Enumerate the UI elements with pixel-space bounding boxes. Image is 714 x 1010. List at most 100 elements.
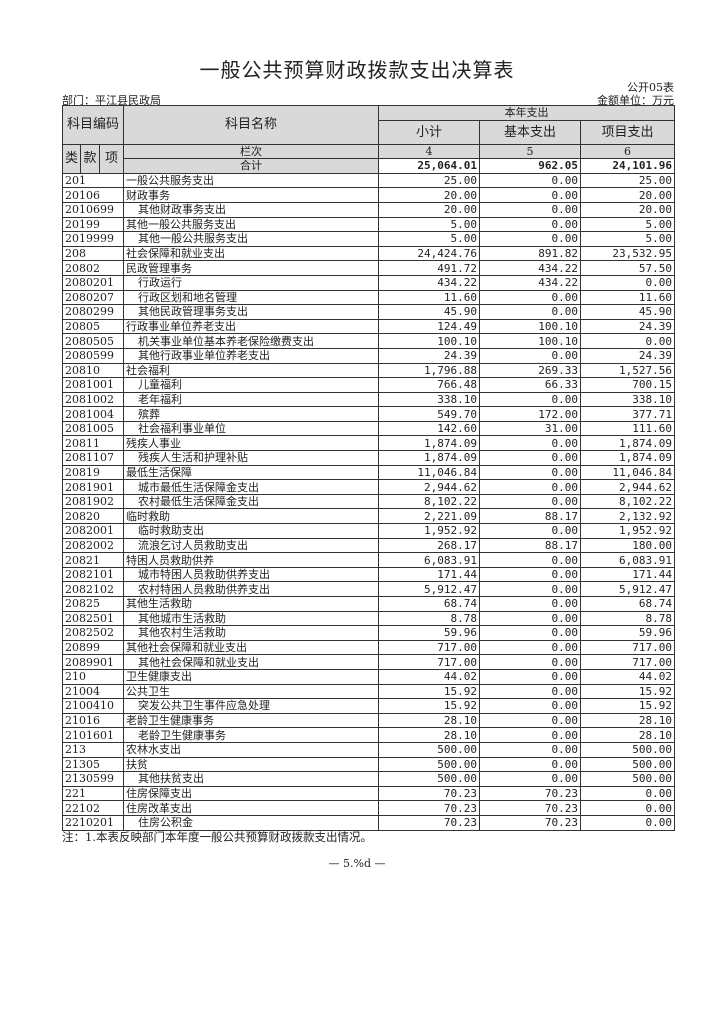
row-subtotal: 500.00 xyxy=(378,756,481,773)
row-subtotal: 717.00 xyxy=(378,639,481,656)
row-code: 2080599 xyxy=(61,347,125,364)
row-project: 171.44 xyxy=(580,566,676,583)
row-subtotal: 8,102.22 xyxy=(378,493,481,510)
row-name: 残疾人生活和护理补贴 xyxy=(123,450,380,466)
table-row: 20819 最低生活保障 11,046.84 0.00 11,046.84 xyxy=(61,464,676,481)
row-name: 社会保障和就业支出 xyxy=(123,245,380,262)
table-row: 208 社会保障和就业支出 24,424.76 891.82 23,532.95 xyxy=(61,245,676,262)
table-row: 2081902 农村最低生活保障金支出 8,102.22 0.00 8,102.22 xyxy=(61,493,676,510)
expenditure-table: 科目编码 科目名称 本年支出 小计 基本支出 项目支出 类 款 项 栏次 4 5… xyxy=(61,105,676,831)
row-subtotal: 11,046.84 xyxy=(378,464,481,481)
row-code: 20810 xyxy=(61,362,125,379)
row-code: 2081107 xyxy=(61,450,125,466)
row-basic: 0.00 xyxy=(479,639,582,656)
row-basic: 0.00 xyxy=(479,741,582,758)
row-basic: 0.00 xyxy=(479,698,582,714)
row-project: 0.00 xyxy=(580,800,676,816)
row-subtotal: 434.22 xyxy=(378,274,481,291)
row-code: 2081902 xyxy=(61,493,125,510)
row-name: 临时救助支出 xyxy=(123,523,380,539)
table-row: 221 住房保障支出 70.23 70.23 0.00 xyxy=(61,785,676,802)
row-subtotal: 20.00 xyxy=(378,187,481,203)
row-name: 一般公共服务支出 xyxy=(123,172,380,189)
row-basic: 100.10 xyxy=(479,318,582,335)
table-row: 2010699 其他财政事务支出 20.00 0.00 20.00 xyxy=(61,201,676,218)
row-name: 其他扶贫支出 xyxy=(123,771,380,787)
row-project: 111.60 xyxy=(580,420,676,437)
row-basic: 0.00 xyxy=(479,347,582,364)
row-project: 8,102.22 xyxy=(580,493,676,510)
row-project: 500.00 xyxy=(580,756,676,773)
row-project: 28.10 xyxy=(580,712,676,729)
row-code: 21004 xyxy=(61,683,125,700)
row-subtotal: 15.92 xyxy=(378,698,481,714)
row-code: 20811 xyxy=(61,435,125,452)
header-name: 科目名称 xyxy=(123,105,380,145)
table-row: 2080599 其他行政事业单位养老支出 24.39 0.00 24.39 xyxy=(61,347,676,364)
row-project: 11,046.84 xyxy=(580,464,676,481)
row-project: 1,527.56 xyxy=(580,362,676,379)
row-project: 1,874.09 xyxy=(580,450,676,466)
table-row: 20899 其他社会保障和就业支出 717.00 0.00 717.00 xyxy=(61,639,676,656)
row-name: 临时救助 xyxy=(123,508,380,525)
table-row: 2082502 其他农村生活救助 59.96 0.00 59.96 xyxy=(61,625,676,641)
row-project: 700.15 xyxy=(580,377,676,393)
table-row: 21016 老龄卫生健康事务 28.10 0.00 28.10 xyxy=(61,712,676,729)
row-code: 201 xyxy=(61,172,125,189)
row-code: 20819 xyxy=(61,464,125,481)
row-subtotal: 766.48 xyxy=(378,377,481,393)
table-row: 2081901 城市最低生活保障金支出 2,944.62 0.00 2,944.62 xyxy=(61,479,676,495)
row-project: 68.74 xyxy=(580,596,676,612)
row-project: 20.00 xyxy=(580,201,676,218)
row-name: 流浪乞讨人员救助支出 xyxy=(123,537,380,554)
row-project: 0.00 xyxy=(580,814,676,831)
table-row: 2019999 其他一般公共服务支出 5.00 0.00 5.00 xyxy=(61,231,676,247)
row-name: 殡葬 xyxy=(123,406,380,422)
row-name: 社会福利 xyxy=(123,362,380,379)
row-name: 其他社会保障和就业支出 xyxy=(123,639,380,656)
row-basic: 891.82 xyxy=(479,245,582,262)
row-basic: 0.00 xyxy=(479,756,582,773)
row-code: 2081901 xyxy=(61,479,125,495)
row-name: 住房保障支出 xyxy=(123,785,380,802)
row-code: 2080207 xyxy=(61,289,125,306)
row-project: 45.90 xyxy=(580,304,676,320)
table-row: 20811 残疾人事业 1,874.09 0.00 1,874.09 xyxy=(61,435,676,452)
row-subtotal: 44.02 xyxy=(378,668,481,685)
table-row: 201 一般公共服务支出 25.00 0.00 25.00 xyxy=(61,172,676,189)
row-basic: 0.00 xyxy=(479,610,582,627)
row-name: 其他社会保障和就业支出 xyxy=(123,654,380,670)
table-row: 21004 公共卫生 15.92 0.00 15.92 xyxy=(61,683,676,700)
row-basic: 66.33 xyxy=(479,377,582,393)
row-code: 221 xyxy=(61,785,125,802)
row-name: 老龄卫生健康事务 xyxy=(123,712,380,729)
row-name: 农林水支出 xyxy=(123,741,380,758)
row-code: 2080299 xyxy=(61,304,125,320)
row-basic: 70.23 xyxy=(479,785,582,802)
row-subtotal: 24,424.76 xyxy=(378,245,481,262)
row-project: 0.00 xyxy=(580,785,676,802)
table-row: 2082501 其他城市生活救助 8.78 0.00 8.78 xyxy=(61,610,676,627)
row-project: 11.60 xyxy=(580,289,676,306)
footnote: 注：1.本表反映部门本年度一般公共预算财政拨款支出情况。 xyxy=(62,830,372,844)
table-row: 20805 行政事业单位养老支出 124.49 100.10 24.39 xyxy=(61,318,676,335)
total-subtotal: 25,064.01 xyxy=(378,158,481,174)
row-basic: 172.00 xyxy=(479,406,582,422)
total-project: 24,101.96 xyxy=(580,158,676,174)
row-name: 社会福利事业单位 xyxy=(123,420,380,437)
row-project: 15.92 xyxy=(580,683,676,700)
row-basic: 0.00 xyxy=(479,187,582,203)
row-project: 2,944.62 xyxy=(580,479,676,495)
header-lei: 类 xyxy=(62,143,81,174)
row-subtotal: 1,952.92 xyxy=(378,523,481,539)
row-subtotal: 124.49 xyxy=(378,318,481,335)
row-subtotal: 6,083.91 xyxy=(378,552,481,568)
table-row: 2080201 行政运行 434.22 434.22 0.00 xyxy=(61,274,676,291)
row-subtotal: 5,912.47 xyxy=(378,581,481,597)
row-subtotal: 500.00 xyxy=(378,741,481,758)
row-basic: 0.00 xyxy=(479,625,582,641)
row-code: 2080505 xyxy=(61,333,125,349)
row-basic: 0.00 xyxy=(479,668,582,685)
row-code: 20802 xyxy=(61,260,125,276)
row-code: 2089901 xyxy=(61,654,125,670)
